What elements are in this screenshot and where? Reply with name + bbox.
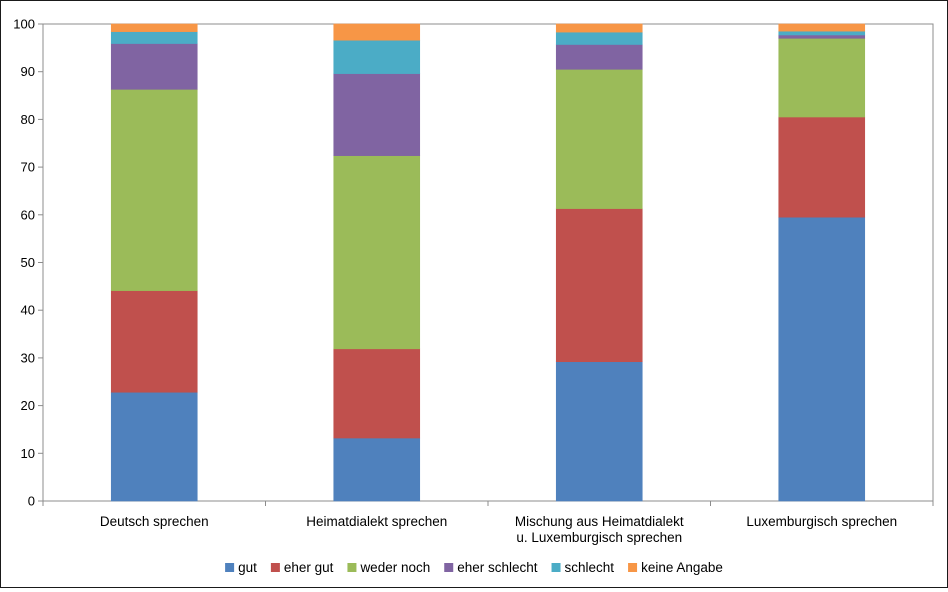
legend-item: eher gut [270,560,334,575]
bar-segment-weder-noch [110,89,198,291]
legend-item: keine Angabe [628,560,723,575]
bar-segment-keine-Angabe [555,23,643,33]
x-category-label: Mischung aus Heimatdialekt [515,514,684,529]
y-tick-label: 20 [21,398,35,413]
legend-label: eher gut [284,560,334,575]
bar-segment-eher-schlecht [110,43,198,90]
legend-item: weder noch [347,560,430,575]
legend-swatch [347,563,357,572]
legend-label: keine Angabe [641,560,723,575]
bar-segment-weder-noch [333,155,421,350]
legend-swatch [628,563,638,572]
bar-segment-eher-gut [778,116,866,218]
y-axis: 0 10 20 30 40 50 60 70 80 90 100 [13,17,43,509]
legend-label: eher schlecht [457,560,538,575]
legend-swatch [270,563,280,572]
y-tick-label: 100 [13,17,35,32]
bars [110,23,866,502]
bar-segment-schlecht [333,39,421,74]
legend-label: schlecht [565,560,615,575]
y-tick-label: 70 [21,160,35,175]
bar-segment-weder-noch [778,38,866,118]
legend-item: gut [225,560,257,575]
legend-swatch [225,563,235,572]
x-category-label: u. Luxemburgisch sprechen [516,530,682,545]
bar-segment-eher-gut [110,290,198,393]
x-category-label: Deutsch sprechen [100,514,209,529]
bar-segment-weder-noch [555,69,643,209]
bar-segment-eher-gut [555,208,643,363]
legend-item: eher schlecht [444,560,538,575]
y-tick-label: 40 [21,303,35,318]
bar-segment-keine-Angabe [333,23,421,41]
x-category-label: Heimatdialekt sprechen [306,514,447,529]
y-tick-label: 90 [21,64,35,79]
bar-segment-gut [333,437,421,502]
y-tick-label: 80 [21,112,35,127]
bar-segment-gut [555,361,643,502]
legend-label: weder noch [359,560,430,575]
legend-label: gut [238,560,257,575]
legend-item: schlecht [551,560,615,575]
legend: gut eher gut weder noch eher schlecht schlec… [225,560,723,575]
y-tick-label: 10 [21,446,35,461]
x-axis: Deutsch sprechen Heimatdialekt sprechen Mi… [42,501,934,545]
bar-segment-gut [778,216,866,502]
legend-swatch [551,563,561,572]
y-tick-label: 30 [21,350,35,365]
bar-segment-eher-gut [333,348,421,439]
y-tick-label: 0 [28,494,35,509]
bar-segment-keine-Angabe [778,23,866,32]
bar-segment-gut [110,391,198,502]
y-tick-label: 60 [21,207,35,222]
bar-segment-eher-schlecht [778,34,866,39]
x-category-label: Luxemburgisch sprechen [746,514,897,529]
bar-segment-schlecht [110,31,198,44]
bar-segment-eher-schlecht [555,44,643,70]
bar-segment-schlecht [778,30,866,36]
y-tick-label: 50 [21,255,35,270]
bar-segment-eher-schlecht [333,73,421,156]
bar-segment-schlecht [555,31,643,45]
bar-segment-keine-Angabe [110,23,198,32]
legend-swatch [444,563,454,572]
